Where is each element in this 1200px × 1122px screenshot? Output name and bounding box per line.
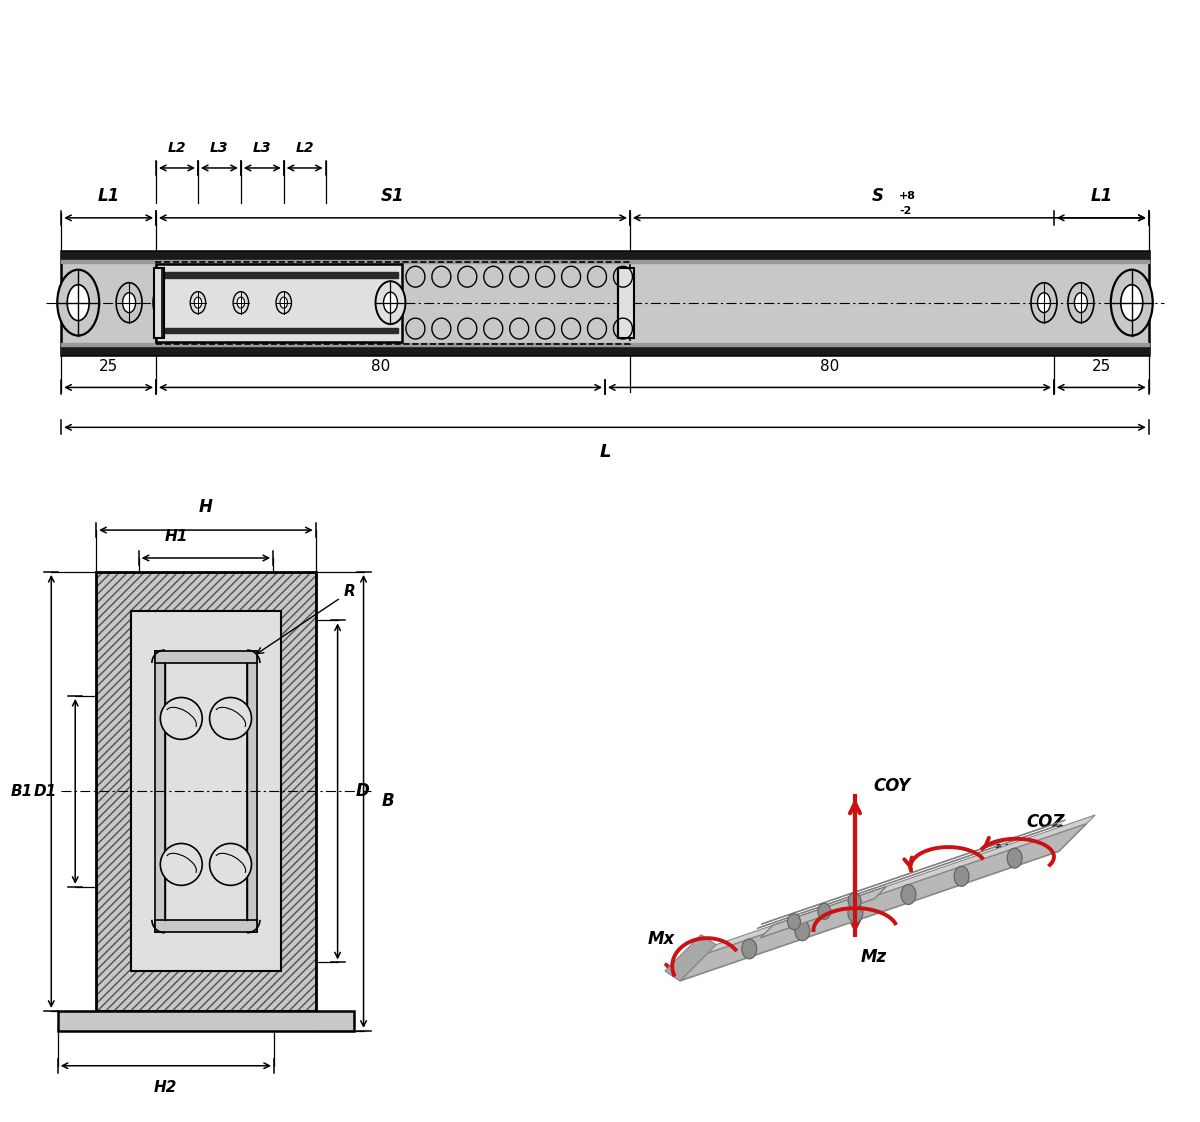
Ellipse shape bbox=[1111, 269, 1153, 335]
Circle shape bbox=[210, 844, 252, 885]
Text: 80: 80 bbox=[820, 359, 839, 375]
Text: 25: 25 bbox=[1092, 359, 1111, 375]
Bar bbox=[155, 920, 257, 931]
Polygon shape bbox=[761, 886, 887, 938]
Circle shape bbox=[161, 698, 203, 739]
Bar bbox=[61, 346, 1148, 353]
Text: S1: S1 bbox=[382, 187, 404, 205]
Text: B1: B1 bbox=[11, 784, 34, 799]
Polygon shape bbox=[761, 819, 1066, 925]
Bar bbox=[247, 651, 257, 931]
Text: B: B bbox=[382, 792, 394, 810]
Bar bbox=[96, 572, 316, 1011]
Polygon shape bbox=[757, 824, 1062, 929]
Ellipse shape bbox=[154, 283, 179, 323]
Ellipse shape bbox=[191, 292, 205, 314]
Bar bbox=[61, 260, 1148, 263]
Circle shape bbox=[210, 698, 252, 739]
Ellipse shape bbox=[1007, 848, 1022, 868]
Bar bbox=[61, 342, 1148, 346]
Ellipse shape bbox=[787, 913, 800, 930]
Ellipse shape bbox=[67, 285, 89, 321]
Text: 25: 25 bbox=[100, 359, 119, 375]
Ellipse shape bbox=[742, 939, 757, 959]
Text: -2: -2 bbox=[899, 205, 912, 215]
Polygon shape bbox=[680, 824, 1087, 981]
Bar bbox=[156, 261, 630, 343]
Ellipse shape bbox=[194, 297, 202, 309]
Ellipse shape bbox=[848, 893, 862, 909]
Text: L3: L3 bbox=[253, 141, 271, 155]
Text: COZ: COZ bbox=[1026, 812, 1064, 830]
Bar bbox=[247, 651, 257, 931]
Bar bbox=[155, 651, 164, 931]
Text: H2: H2 bbox=[154, 1079, 178, 1095]
Polygon shape bbox=[708, 815, 1096, 953]
Text: L1: L1 bbox=[97, 187, 120, 205]
Polygon shape bbox=[665, 935, 716, 981]
Bar bbox=[160, 328, 398, 333]
Ellipse shape bbox=[1074, 293, 1087, 313]
Text: H: H bbox=[199, 498, 212, 516]
Text: +8: +8 bbox=[899, 191, 917, 201]
Bar bbox=[156, 264, 402, 341]
Ellipse shape bbox=[116, 283, 142, 323]
Text: D: D bbox=[355, 782, 370, 800]
Ellipse shape bbox=[1068, 283, 1094, 323]
Ellipse shape bbox=[848, 903, 863, 922]
Ellipse shape bbox=[376, 282, 406, 324]
Ellipse shape bbox=[160, 293, 173, 313]
Ellipse shape bbox=[817, 903, 830, 919]
Ellipse shape bbox=[384, 292, 397, 313]
Bar bbox=[618, 268, 634, 338]
Bar bbox=[155, 651, 257, 663]
Bar bbox=[58, 1011, 354, 1031]
Bar bbox=[155, 651, 164, 931]
Bar bbox=[154, 268, 164, 338]
Text: L2: L2 bbox=[168, 141, 186, 155]
Text: H1: H1 bbox=[164, 530, 187, 544]
Ellipse shape bbox=[794, 921, 810, 940]
Text: My: My bbox=[994, 843, 1021, 861]
Ellipse shape bbox=[1031, 283, 1057, 323]
Text: S: S bbox=[871, 187, 883, 205]
Ellipse shape bbox=[954, 866, 970, 886]
Ellipse shape bbox=[276, 292, 292, 314]
Text: COY: COY bbox=[872, 776, 910, 794]
Bar bbox=[131, 611, 281, 972]
Circle shape bbox=[161, 844, 203, 885]
Text: Mx: Mx bbox=[647, 930, 674, 948]
Text: L1: L1 bbox=[1091, 187, 1112, 205]
Bar bbox=[155, 920, 257, 931]
Text: R: R bbox=[257, 585, 355, 654]
Ellipse shape bbox=[238, 297, 245, 309]
Bar bbox=[160, 273, 398, 278]
Bar bbox=[155, 651, 257, 663]
Ellipse shape bbox=[1121, 285, 1142, 321]
Text: Mz: Mz bbox=[860, 948, 887, 966]
Ellipse shape bbox=[280, 297, 288, 309]
Ellipse shape bbox=[58, 269, 100, 335]
Text: D1: D1 bbox=[34, 784, 58, 799]
Ellipse shape bbox=[233, 292, 248, 314]
Bar bbox=[58, 1011, 354, 1031]
Text: 80: 80 bbox=[371, 359, 390, 375]
Ellipse shape bbox=[122, 293, 136, 313]
Ellipse shape bbox=[901, 884, 916, 904]
Bar bbox=[61, 251, 1148, 259]
Ellipse shape bbox=[1038, 293, 1050, 313]
Text: L: L bbox=[599, 443, 611, 461]
Bar bbox=[61, 251, 1148, 355]
Bar bbox=[96, 572, 316, 1011]
Text: L3: L3 bbox=[210, 141, 229, 155]
Text: L2: L2 bbox=[295, 141, 314, 155]
